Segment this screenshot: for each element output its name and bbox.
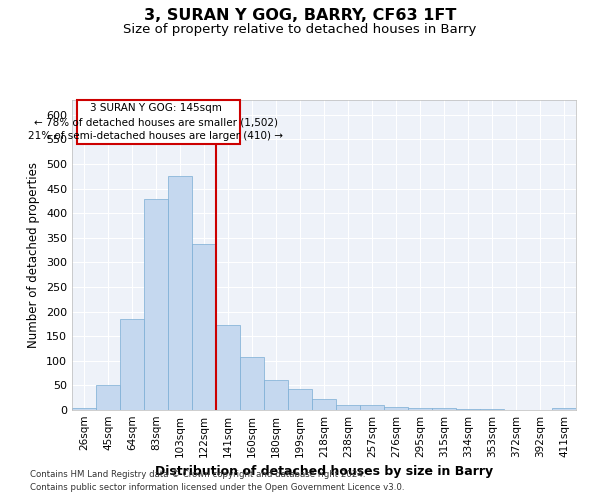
X-axis label: Distribution of detached houses by size in Barry: Distribution of detached houses by size …: [155, 466, 493, 478]
Bar: [360, 405, 384, 410]
Bar: [240, 358, 264, 410]
Bar: [72, 408, 96, 410]
Text: 3 SURAN Y GOG: 145sqm
← 78% of detached houses are smaller (1,502)
21% of semi-d: 3 SURAN Y GOG: 145sqm ← 78% of detached …: [29, 103, 284, 141]
Text: Contains HM Land Registry data © Crown copyright and database right 2024.: Contains HM Land Registry data © Crown c…: [30, 470, 365, 479]
Bar: [288, 389, 312, 410]
Bar: [456, 408, 480, 410]
Bar: [264, 380, 288, 410]
Bar: [120, 319, 144, 410]
Bar: [96, 386, 120, 410]
Bar: [144, 200, 168, 410]
Bar: [480, 409, 504, 410]
Bar: [312, 399, 336, 410]
Bar: [408, 408, 432, 410]
Bar: [192, 244, 216, 410]
Bar: [336, 405, 360, 410]
Text: 3, SURAN Y GOG, BARRY, CF63 1FT: 3, SURAN Y GOG, BARRY, CF63 1FT: [144, 8, 456, 22]
Bar: [77, 100, 240, 144]
Bar: [552, 408, 576, 410]
Bar: [384, 406, 408, 410]
Bar: [432, 408, 456, 410]
Text: Contains public sector information licensed under the Open Government Licence v3: Contains public sector information licen…: [30, 482, 404, 492]
Text: Size of property relative to detached houses in Barry: Size of property relative to detached ho…: [124, 22, 476, 36]
Bar: [216, 326, 240, 410]
Bar: [168, 176, 192, 410]
Y-axis label: Number of detached properties: Number of detached properties: [28, 162, 40, 348]
